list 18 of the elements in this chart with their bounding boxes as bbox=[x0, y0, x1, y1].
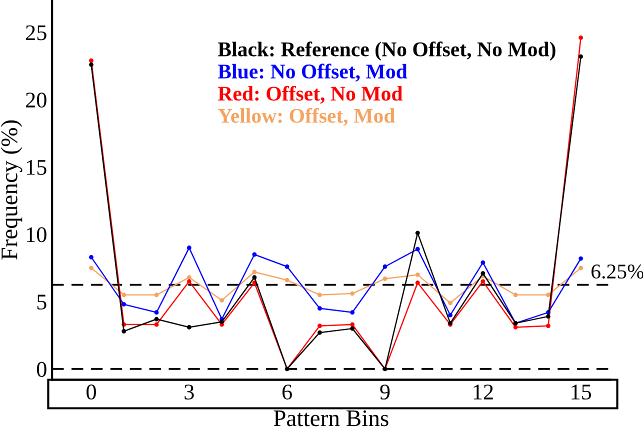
x-tick-label: 0 bbox=[86, 384, 96, 400]
x-tick-label: 12 bbox=[474, 384, 493, 400]
text: Red: Offset, No Mod bbox=[218, 86, 403, 104]
y-tick-label: 25 bbox=[26, 25, 46, 40]
y-tick-label: 20 bbox=[26, 92, 46, 108]
text: Blue: No Offset, Mod bbox=[218, 64, 408, 82]
y-tick-label: 5 bbox=[37, 294, 46, 310]
y-axis-title: Frequency (%) bbox=[0, 120, 22, 260]
y-tick-label: 15 bbox=[26, 160, 46, 175]
x-tick-label: 15 bbox=[572, 384, 592, 400]
y-tick-label: 0 bbox=[36, 362, 46, 377]
x-tick-label: 9 bbox=[380, 384, 390, 400]
y-tick-label: 10 bbox=[26, 227, 46, 242]
x-tick-label: 3 bbox=[184, 384, 194, 400]
series-label: Black: Reference (No Offset, No Mod) bbox=[218, 42, 556, 61]
x-axis-title: Pattern Bins bbox=[274, 410, 388, 426]
text: Yellow: Offset, Mod bbox=[218, 108, 396, 126]
x-tick-label: 6 bbox=[282, 384, 292, 400]
